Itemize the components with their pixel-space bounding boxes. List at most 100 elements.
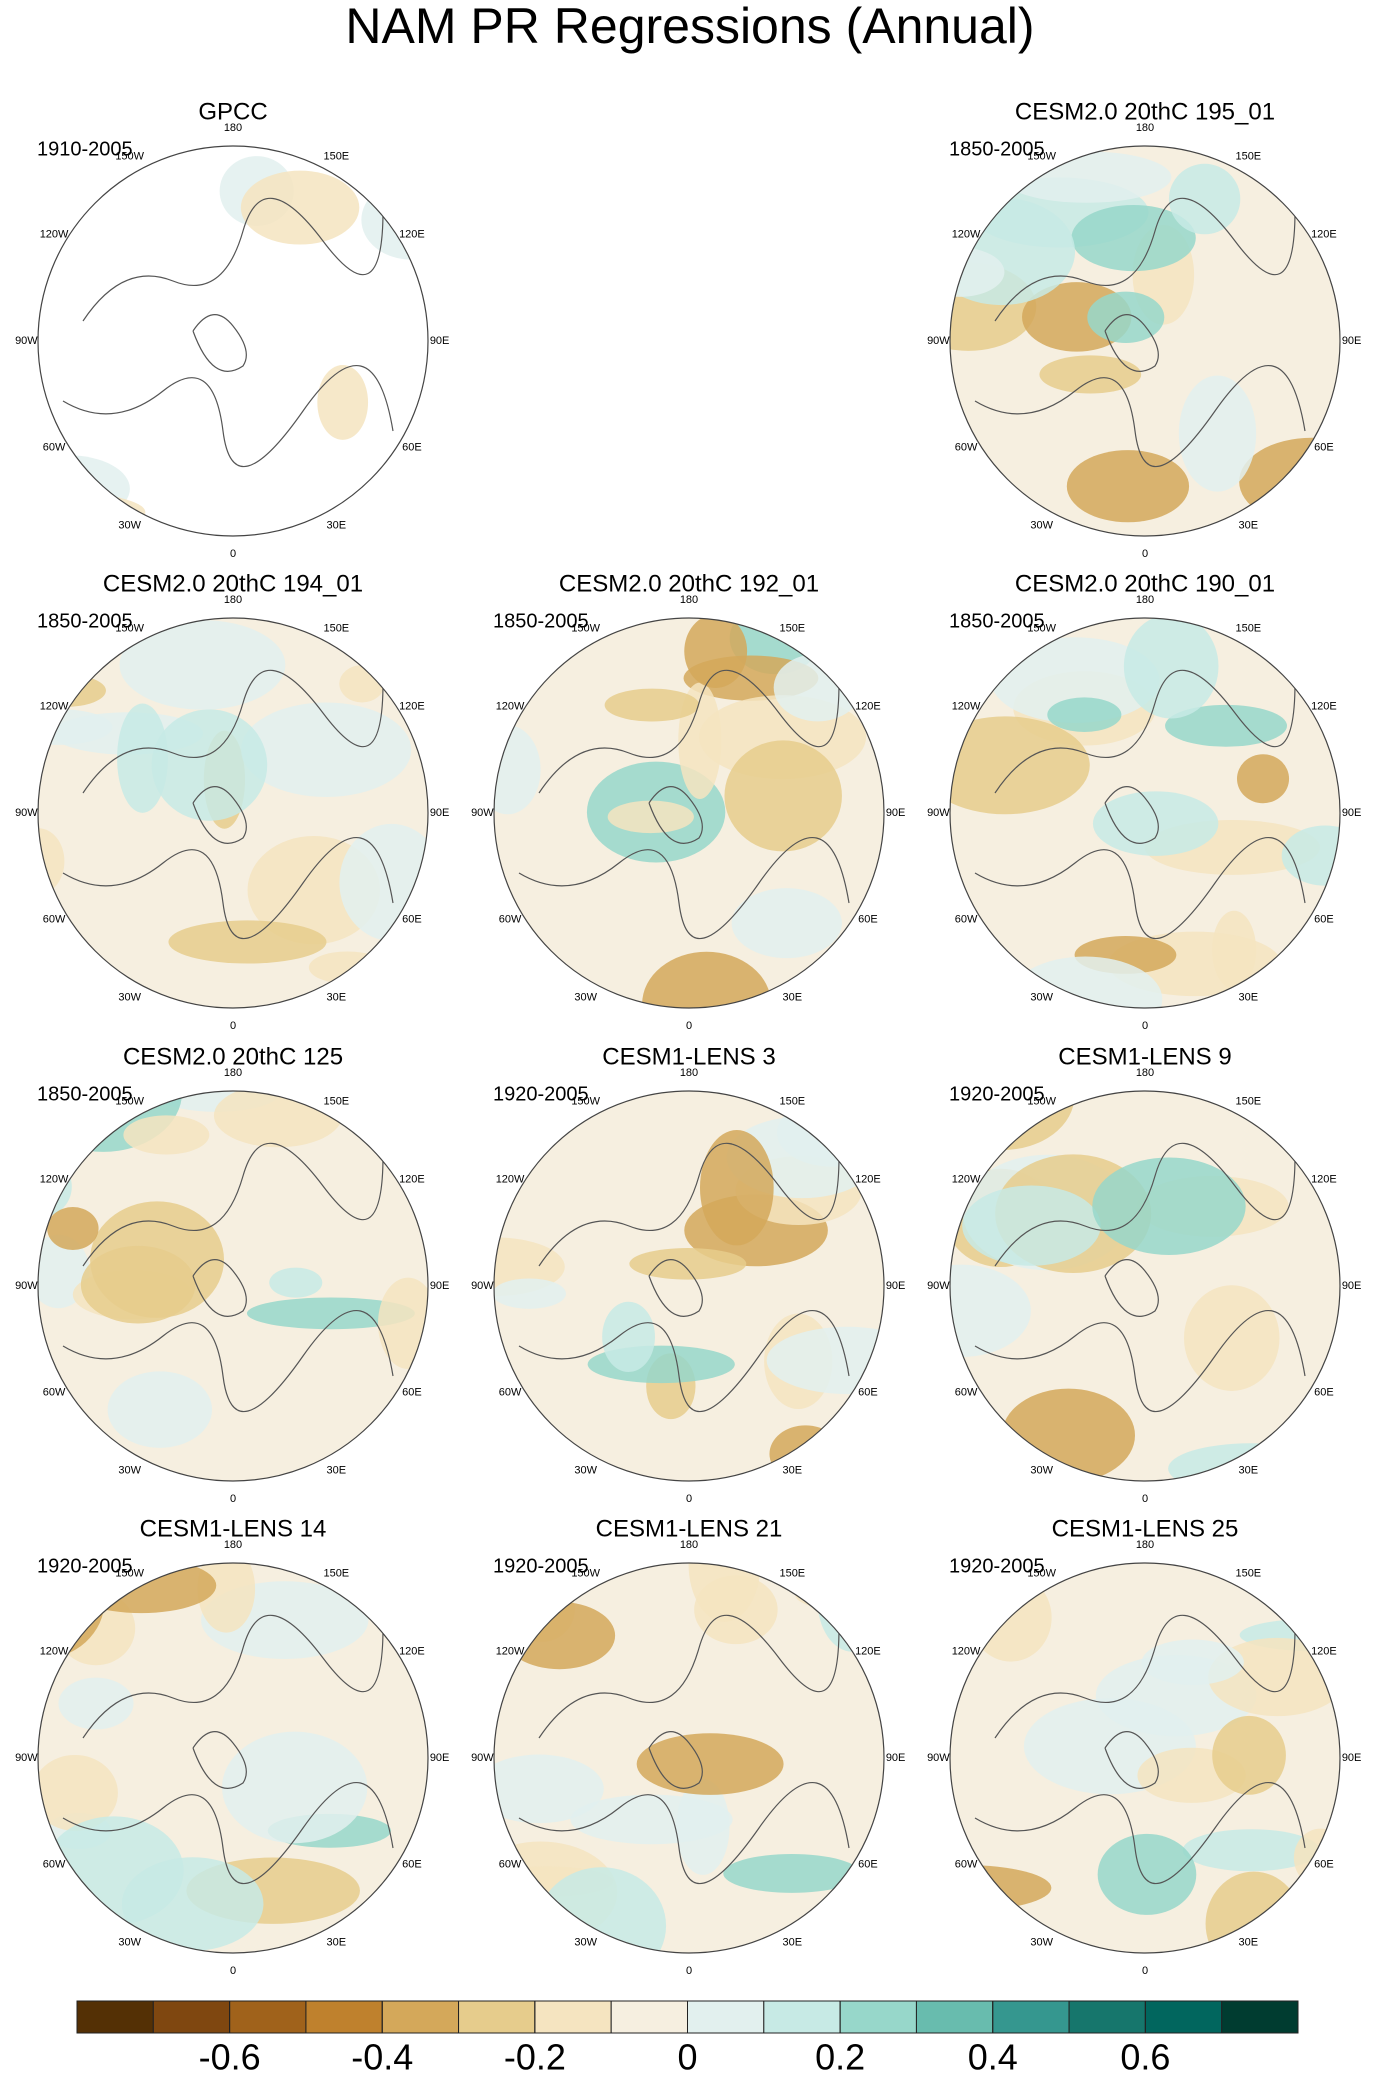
colorbar-label: 0.2 (815, 2037, 865, 2078)
map-border (37, 1562, 429, 1954)
longitude-label: 30E (1239, 1464, 1259, 1476)
field-blob (1182, 1829, 1320, 1872)
field-blob (1087, 291, 1165, 343)
colorbar-box (76, 2000, 154, 2034)
longitude-label: 30W (118, 1936, 141, 1948)
longitude-label: 0 (230, 1493, 236, 1505)
longitude-label: 150E (1235, 622, 1261, 634)
longitude-label: 150W (571, 1567, 600, 1579)
longitude-label: 30E (327, 1464, 347, 1476)
field-blob (494, 1278, 566, 1309)
panel-title: CESM1-LENS 14 (140, 1515, 327, 1542)
longitude-label: 180 (1136, 122, 1154, 134)
panel-period: 1920-2005 (949, 1555, 1045, 1577)
panel-title: CESM1-LENS 3 (602, 1043, 775, 1070)
field-blob (123, 1115, 210, 1155)
field-blob (950, 1264, 1031, 1358)
map-panel: CESM1-LENS 9 1920-2005 180 150E 120E 90E 60E 30… (927, 1043, 1361, 1505)
longitude-label: 30E (327, 1936, 347, 1948)
field-blob (38, 1754, 118, 1831)
colorbar-label: -0.4 (351, 2037, 413, 2078)
panel-period: 1850-2005 (949, 138, 1045, 160)
coastline (62, 197, 394, 468)
panel-title: CESM1-LENS 21 (596, 1515, 783, 1542)
map-panel: CESM2.0 20thC 195_01 1850-2005 180 150E 120E… (927, 98, 1361, 560)
field-blob (1097, 1833, 1197, 1915)
field-blob (241, 702, 412, 797)
field-blob (723, 1854, 861, 1893)
map-panel: CESM1-LENS 14 1920-2005 180 150E 120E 90E 60E 3… (15, 1515, 449, 1977)
longitude-label: 0 (230, 1020, 236, 1032)
field-blob (197, 1563, 256, 1633)
longitude-label: 120W (40, 228, 69, 240)
longitude-label: 30E (1239, 1936, 1259, 1948)
panel-period: 1920-2005 (37, 1555, 133, 1577)
coastline (518, 1614, 850, 1885)
longitude-label: 60W (43, 913, 66, 925)
coastline (518, 669, 850, 940)
field-blob (1236, 754, 1290, 804)
longitude-label: 180 (224, 1539, 242, 1551)
panel-period: 1920-2005 (493, 1083, 589, 1105)
coastline (518, 1142, 850, 1413)
longitude-label: 120E (1311, 1173, 1337, 1185)
field-blob (629, 1248, 747, 1280)
longitude-label: 60W (43, 1386, 66, 1398)
longitude-label: 60W (499, 1386, 522, 1398)
longitude-label: 30E (327, 991, 347, 1003)
field-blob (817, 1563, 884, 1652)
longitude-label: 120W (40, 1173, 69, 1185)
longitude-label: 90W (15, 807, 38, 819)
longitude-label: 60E (1314, 913, 1334, 925)
field-blob (607, 800, 694, 834)
field-blob (766, 1326, 884, 1395)
panel-title: CESM2.0 20thC 125 (123, 1043, 343, 1070)
colorbar-label: -0.6 (199, 2037, 261, 2078)
field-blob (773, 653, 862, 722)
field-blob (269, 1267, 323, 1298)
longitude-label: 90W (471, 1752, 494, 1764)
map-border (37, 1090, 429, 1482)
coastline (974, 1614, 1306, 1885)
field-blob (339, 823, 428, 941)
longitude-label: 30W (574, 991, 597, 1003)
longitude-label: 30W (574, 1936, 597, 1948)
longitude-label: 150E (323, 1095, 349, 1107)
field-blob (80, 1245, 196, 1324)
field-blob (47, 1207, 99, 1251)
field-blob (317, 364, 369, 440)
longitude-label: 180 (1136, 1067, 1154, 1079)
field-blob (1092, 1157, 1246, 1255)
field-blob (246, 1297, 415, 1330)
field-blob (107, 1371, 213, 1448)
longitude-label: 120E (855, 700, 881, 712)
longitude-label: 180 (680, 594, 698, 606)
longitude-label: 0 (686, 1020, 692, 1032)
field-blob (121, 1857, 264, 1951)
longitude-label: 90E (430, 1280, 450, 1292)
longitude-label: 180 (680, 1067, 698, 1079)
longitude-label: 120W (496, 1173, 525, 1185)
longitude-label: 120W (952, 228, 981, 240)
longitude-label: 90E (1342, 1752, 1362, 1764)
longitude-label: 150W (115, 1095, 144, 1107)
field-blob (1184, 1285, 1280, 1391)
longitude-label: 120E (855, 1173, 881, 1185)
longitude-label: 150E (323, 150, 349, 162)
longitude-label: 120W (952, 1173, 981, 1185)
longitude-label: 30E (327, 519, 347, 531)
longitude-label: 120E (1311, 1645, 1337, 1657)
colorbar-label: -0.2 (504, 2037, 566, 2078)
coastline (974, 669, 1306, 940)
longitude-label: 150W (571, 1095, 600, 1107)
longitude-label: 150W (115, 1567, 144, 1579)
longitude-label: 60W (955, 913, 978, 925)
field-blob (168, 920, 327, 964)
field-blob (795, 1577, 884, 1614)
longitude-label: 120W (952, 1645, 981, 1657)
colorbar-box (610, 2000, 688, 2034)
map-border (949, 617, 1341, 1009)
longitude-label: 60W (499, 913, 522, 925)
panel-period: 1850-2005 (37, 1083, 133, 1105)
longitude-label: 150E (1235, 1095, 1261, 1107)
